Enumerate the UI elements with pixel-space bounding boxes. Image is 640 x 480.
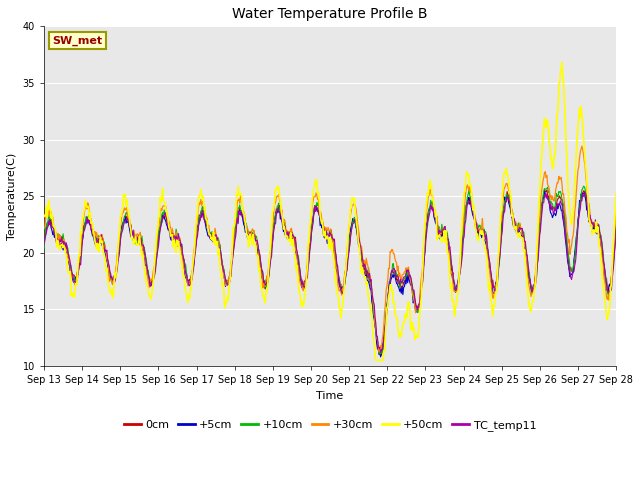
+30cm <box>168 232 175 238</box>
Line: +5cm: +5cm <box>44 191 616 357</box>
Line: +50cm: +50cm <box>44 62 616 360</box>
+5cm <box>541 188 548 194</box>
+50cm <box>168 232 175 238</box>
+50cm <box>558 60 566 65</box>
+10cm <box>580 183 588 189</box>
+10cm <box>401 276 408 281</box>
+5cm <box>377 354 385 360</box>
0cm <box>168 235 175 240</box>
+50cm <box>372 358 380 363</box>
+10cm <box>417 284 425 289</box>
+50cm <box>40 214 48 219</box>
TC_temp11 <box>40 242 48 248</box>
+10cm <box>377 351 385 357</box>
TC_temp11 <box>51 230 58 236</box>
+10cm <box>168 230 175 236</box>
Line: 0cm: 0cm <box>44 189 616 356</box>
+5cm <box>401 284 408 289</box>
+50cm <box>198 191 205 197</box>
Line: +10cm: +10cm <box>44 186 616 354</box>
+30cm <box>401 269 408 275</box>
+5cm <box>109 281 117 287</box>
Line: TC_temp11: TC_temp11 <box>44 192 616 352</box>
+30cm <box>40 226 48 231</box>
+5cm <box>198 211 205 216</box>
0cm <box>109 275 117 280</box>
+30cm <box>51 231 58 237</box>
Title: Water Temperature Profile B: Water Temperature Profile B <box>232 7 428 21</box>
+10cm <box>198 207 205 213</box>
+5cm <box>40 242 48 248</box>
0cm <box>417 289 425 295</box>
+5cm <box>168 238 175 243</box>
+10cm <box>40 245 48 251</box>
TC_temp11 <box>377 349 385 355</box>
Text: SW_met: SW_met <box>52 35 103 46</box>
TC_temp11 <box>401 274 408 280</box>
Line: +30cm: +30cm <box>44 146 616 352</box>
+50cm <box>417 295 425 301</box>
+30cm <box>375 349 383 355</box>
0cm <box>377 353 385 359</box>
0cm <box>198 207 205 213</box>
+50cm <box>51 224 58 230</box>
+30cm <box>578 143 586 149</box>
+30cm <box>417 276 425 282</box>
+5cm <box>417 288 425 293</box>
TC_temp11 <box>109 276 117 281</box>
+10cm <box>51 228 58 233</box>
+30cm <box>109 278 117 284</box>
X-axis label: Time: Time <box>316 391 344 401</box>
0cm <box>51 230 58 236</box>
+10cm <box>109 275 117 281</box>
+5cm <box>612 222 620 228</box>
0cm <box>401 279 408 285</box>
Legend: 0cm, +5cm, +10cm, +30cm, +50cm, TC_temp11: 0cm, +5cm, +10cm, +30cm, +50cm, TC_temp1… <box>120 416 541 435</box>
TC_temp11 <box>168 233 175 239</box>
TC_temp11 <box>581 190 589 195</box>
0cm <box>40 235 48 241</box>
TC_temp11 <box>417 288 425 294</box>
TC_temp11 <box>198 215 205 220</box>
+5cm <box>51 234 58 240</box>
+30cm <box>612 209 620 215</box>
+10cm <box>612 228 620 233</box>
+50cm <box>401 320 408 325</box>
Y-axis label: Temperature(C): Temperature(C) <box>7 153 17 240</box>
TC_temp11 <box>612 228 620 234</box>
0cm <box>612 220 620 226</box>
0cm <box>541 186 548 192</box>
+50cm <box>612 190 620 196</box>
+30cm <box>198 203 205 208</box>
+50cm <box>109 294 117 300</box>
